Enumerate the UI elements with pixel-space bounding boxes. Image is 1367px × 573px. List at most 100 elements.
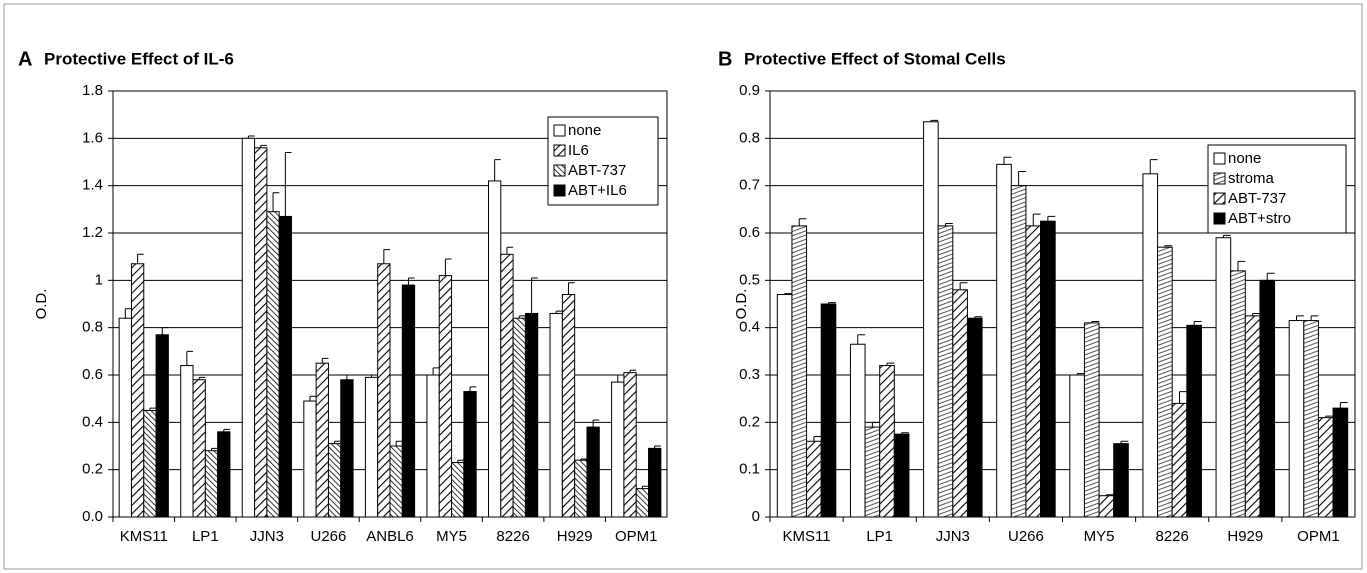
error-bar [1091, 321, 1100, 323]
bar [586, 426, 600, 518]
bar [806, 440, 822, 518]
x-tick-label: 8226 [1156, 528, 1189, 545]
bar [1142, 173, 1159, 518]
chart-title: Protective Effect of Stomal Cells [744, 49, 1006, 68]
legend-swatch [553, 164, 566, 177]
x-tick-label: 8226 [496, 528, 529, 545]
error-bar [568, 282, 575, 295]
x-tick-label: JJN3 [250, 528, 284, 545]
y-tick-label: 0 [752, 508, 760, 525]
bar [315, 362, 329, 518]
bar [820, 303, 837, 518]
x-tick-label: H929 [1227, 528, 1263, 545]
bar [130, 263, 145, 518]
error-bar [531, 277, 538, 314]
bar [327, 443, 342, 518]
x-tick-label: MY5 [1084, 528, 1115, 545]
error-bar [383, 249, 390, 264]
frame [3, 3, 1363, 570]
x-tick-label: H929 [557, 528, 593, 545]
bar [1230, 270, 1246, 518]
bar [524, 312, 539, 518]
y-tick-label: 1.6 [82, 129, 103, 146]
y-tick-label: 0.6 [739, 224, 760, 241]
error-bar [124, 308, 132, 319]
error-bar [518, 315, 526, 319]
error-bar [186, 350, 194, 366]
panel-label: B [718, 48, 732, 70]
y-tick-label: 0.5 [739, 271, 760, 288]
bar [996, 163, 1012, 518]
error-bar [641, 485, 649, 489]
error-bar [798, 218, 807, 226]
x-tick-label: U266 [311, 528, 347, 545]
bar [278, 215, 293, 518]
bar [1186, 324, 1202, 518]
bar [1040, 220, 1056, 518]
y-tick-label: 0.3 [739, 366, 760, 383]
bar [217, 431, 231, 518]
bar [1083, 322, 1100, 518]
error-bar [1325, 415, 1334, 418]
error-bar [871, 421, 880, 428]
bar [1303, 320, 1319, 518]
bar [791, 225, 808, 518]
error-bar [1339, 401, 1348, 409]
error-bar [592, 419, 600, 428]
x-tick-label: KMS11 [783, 528, 831, 545]
legend-box [1207, 144, 1347, 234]
error-bar [1310, 315, 1319, 321]
bar [463, 391, 477, 518]
bar [487, 180, 502, 518]
error-bar [371, 374, 378, 378]
bar [340, 379, 354, 518]
bar [180, 365, 194, 518]
y-tick-label: 0.2 [739, 413, 760, 430]
bar [864, 426, 881, 518]
error-bar [161, 327, 169, 335]
x-tick-label: OPM1 [615, 528, 658, 545]
error-bar [1018, 170, 1026, 186]
bar [204, 450, 219, 518]
bar [923, 121, 939, 518]
bar [241, 137, 256, 518]
error-bar [1032, 213, 1041, 226]
bar [648, 447, 662, 518]
legend-label: stroma [1228, 170, 1275, 187]
bar [1098, 495, 1115, 518]
bar [1010, 185, 1027, 518]
bar [1332, 407, 1349, 518]
legend-label: none [568, 122, 601, 139]
error-bar [1120, 440, 1129, 444]
legend-swatch [553, 144, 566, 157]
error-bar [828, 302, 836, 304]
x-tick-label: LP1 [866, 528, 893, 545]
bar [574, 459, 588, 518]
bar [254, 147, 268, 518]
bar [118, 317, 132, 518]
y-tick-label: 1.8 [82, 82, 103, 99]
error-bar [506, 246, 514, 255]
legend-label: ABT-737 [568, 162, 626, 179]
error-bar [901, 432, 909, 435]
error-bar [494, 159, 501, 181]
legend-label: IL6 [568, 142, 589, 159]
error-bar [1296, 315, 1304, 321]
bar [879, 365, 895, 518]
bar [377, 263, 391, 518]
y-tick-label: 0.7 [739, 177, 760, 194]
error-bar [137, 253, 144, 264]
error-bar [284, 152, 292, 217]
y-tick-label: 0.9 [739, 82, 760, 99]
error-bar [469, 386, 477, 392]
legend-swatch [553, 124, 566, 137]
bar [623, 372, 637, 518]
error-bar [407, 277, 415, 286]
y-tick-label: 1 [95, 271, 103, 288]
legend-label: ABT+IL6 [568, 182, 627, 199]
error-bar [247, 135, 255, 139]
error-bar [580, 458, 587, 461]
error-bar [784, 293, 792, 295]
legend-swatch [553, 184, 566, 197]
